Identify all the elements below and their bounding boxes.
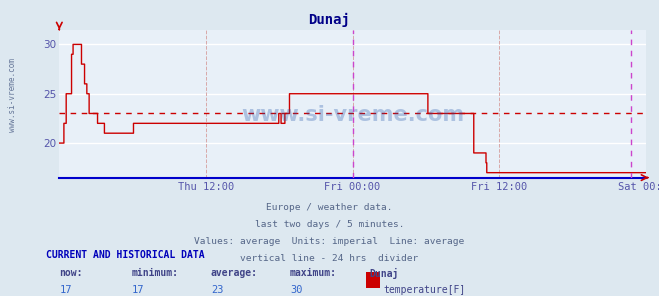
Text: Europe / weather data.: Europe / weather data.: [266, 203, 393, 212]
Text: 23: 23: [211, 285, 223, 295]
Text: now:: now:: [59, 268, 83, 278]
Text: www.si-vreme.com: www.si-vreme.com: [8, 58, 17, 132]
Text: Thu 12:00: Thu 12:00: [178, 182, 234, 192]
Text: Sat 00:00: Sat 00:00: [617, 182, 659, 192]
Text: Fri 00:00: Fri 00:00: [324, 182, 381, 192]
Text: average:: average:: [211, 268, 258, 278]
Text: 30: 30: [290, 285, 302, 295]
Text: Values: average  Units: imperial  Line: average: Values: average Units: imperial Line: av…: [194, 237, 465, 246]
Text: Fri 12:00: Fri 12:00: [471, 182, 527, 192]
Text: temperature[F]: temperature[F]: [384, 285, 466, 295]
Text: www.si-vreme.com: www.si-vreme.com: [241, 105, 464, 126]
Text: last two days / 5 minutes.: last two days / 5 minutes.: [255, 220, 404, 229]
Text: 17: 17: [59, 285, 72, 295]
Text: vertical line - 24 hrs  divider: vertical line - 24 hrs divider: [241, 254, 418, 263]
Text: Dunaj: Dunaj: [308, 13, 351, 28]
Text: maximum:: maximum:: [290, 268, 337, 278]
Text: minimum:: minimum:: [132, 268, 179, 278]
Text: CURRENT AND HISTORICAL DATA: CURRENT AND HISTORICAL DATA: [46, 250, 205, 260]
Text: 17: 17: [132, 285, 144, 295]
Text: Dunaj: Dunaj: [369, 268, 399, 279]
